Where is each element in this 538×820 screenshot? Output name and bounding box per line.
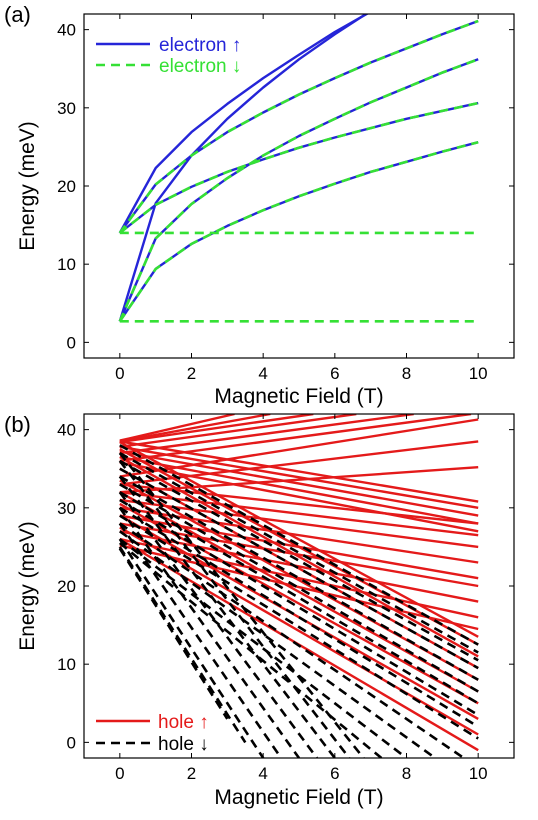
panel-label-a: (a) xyxy=(4,2,31,27)
series-b-hole-up-28 xyxy=(119,414,314,444)
series-b-hole-up-21 xyxy=(119,506,479,564)
y-axis-label-a: Energy (meV) xyxy=(16,121,39,251)
legend-a: electron ↑ electron ↓ xyxy=(96,35,241,77)
panel-label-b: (b) xyxy=(4,412,31,437)
x-tick-label-b-0: 0 xyxy=(115,764,124,783)
series-b-hole-down-11 xyxy=(119,522,465,758)
y-tick-label-b-10: 10 xyxy=(57,655,76,674)
series-b-hole-down-3 xyxy=(119,459,479,662)
series-b-hole-down-7 xyxy=(119,491,479,705)
series-b-hole-up-25 xyxy=(119,414,472,463)
series-b-hole-up-31 xyxy=(119,418,479,478)
y-tick-label-a-10: 10 xyxy=(57,255,76,274)
x-tick-label-b-10: 10 xyxy=(469,764,488,783)
series-b-hole-down-1 xyxy=(119,444,479,646)
series-b-hole-up-30 xyxy=(119,414,235,442)
series-b-hole-up-24 xyxy=(119,483,479,525)
series-b-hole-up-1 xyxy=(119,440,479,503)
x-tick-label-a-8: 8 xyxy=(402,364,411,383)
y-tick-label-b-30: 30 xyxy=(57,499,76,518)
series-b-hole-down-9 xyxy=(119,506,479,728)
series-b-hole-down-16 xyxy=(118,460,351,758)
y-tick-label-a-0: 0 xyxy=(67,333,76,352)
x-axis-label-b: Magnetic Field (T) xyxy=(214,786,383,809)
series-b-hole-up-23 xyxy=(119,491,479,537)
series-b-hole-up-10 xyxy=(119,479,479,681)
series-b-hole-up-18 xyxy=(119,530,479,603)
y-tick-label-b-0: 0 xyxy=(67,733,76,752)
series-b-hole-down-8 xyxy=(119,498,479,717)
legend-b-hole-up-label: hole ↑ xyxy=(158,712,209,733)
series-b-hole-up-22 xyxy=(119,498,479,549)
y-tick-label-a-30: 30 xyxy=(57,99,76,118)
plot-lines-b xyxy=(118,414,479,758)
series-b-hole-down-14 xyxy=(118,541,383,758)
y-axis-label-b: Energy (meV) xyxy=(16,521,39,651)
series-b-hole-down-15 xyxy=(118,452,365,758)
legend-b-hole-down-label: hole ↓ xyxy=(158,734,209,755)
series-b-hole-up-17 xyxy=(119,522,479,588)
series-b-hole-down-12 xyxy=(119,530,436,758)
series-b-hole-up-26 xyxy=(119,414,414,455)
x-axis-label-a: Magnetic Field (T) xyxy=(214,385,383,408)
x-tick-label-b-4: 4 xyxy=(258,764,267,783)
series-a-electron-up-3 xyxy=(118,58,479,322)
series-b-hole-up-33 xyxy=(119,466,479,494)
series-b-hole-down-18 xyxy=(118,491,318,758)
series-a-electron-up-1 xyxy=(118,14,369,322)
series-a-electron-up-2 xyxy=(118,14,370,234)
series-b-hole-up-2 xyxy=(119,445,479,509)
series-b-hole-down-21 xyxy=(118,538,265,758)
legend-a-electron-down-label: electron ↓ xyxy=(159,56,241,77)
x-tick-label-b-8: 8 xyxy=(402,764,411,783)
y-tick-label-a-20: 20 xyxy=(57,177,76,196)
series-b-hole-up-20 xyxy=(119,544,479,631)
series-b-hole-down-20 xyxy=(118,522,283,758)
series-a-electron-up-6 xyxy=(119,101,479,234)
series-b-hole-down-2 xyxy=(119,451,479,654)
ticks-a: 0 2 4 6 8 10 0 10 20 30 40 xyxy=(57,14,514,383)
x-tick-label-b-6: 6 xyxy=(330,764,339,783)
series-b-hole-down-23 xyxy=(118,547,229,720)
x-tick-label-a-0: 0 xyxy=(115,364,124,383)
series-b-hole-down-19 xyxy=(118,507,301,758)
ticks-b: 0 2 4 6 8 10 0 10 20 30 40 xyxy=(57,414,514,783)
series-a-electron-down-4 xyxy=(118,19,479,234)
x-tick-label-a-6: 6 xyxy=(330,364,339,383)
series-b-hole-down-5 xyxy=(119,475,479,681)
series-b-hole-up-3 xyxy=(119,450,479,517)
x-tick-label-a-10: 10 xyxy=(469,364,488,383)
series-b-hole-down-6 xyxy=(119,483,479,693)
series-b-hole-up-27 xyxy=(119,414,357,448)
series-b-hole-up-19 xyxy=(119,537,479,619)
series-a-electron-down-3 xyxy=(118,58,479,322)
legend-a-electron-up-label: electron ↑ xyxy=(159,35,241,56)
series-b-hole-up-29 xyxy=(119,414,271,443)
y-tick-label-b-40: 40 xyxy=(57,421,76,440)
x-tick-label-a-2: 2 xyxy=(187,364,196,383)
y-tick-label-b-20: 20 xyxy=(57,577,76,596)
plot-lines-a xyxy=(118,14,479,323)
series-b-hole-down-4 xyxy=(119,467,479,670)
series-b-hole-down-10 xyxy=(119,514,479,740)
x-tick-label-a-4: 4 xyxy=(258,364,267,383)
x-tick-label-b-2: 2 xyxy=(187,764,196,783)
y-tick-label-a-40: 40 xyxy=(57,21,76,40)
series-b-hole-up-13 xyxy=(119,514,479,720)
series-a-electron-down-2 xyxy=(118,101,479,234)
series-a-electron-down-1 xyxy=(118,140,479,323)
legend-b: hole ↑ hole ↓ xyxy=(96,712,209,755)
